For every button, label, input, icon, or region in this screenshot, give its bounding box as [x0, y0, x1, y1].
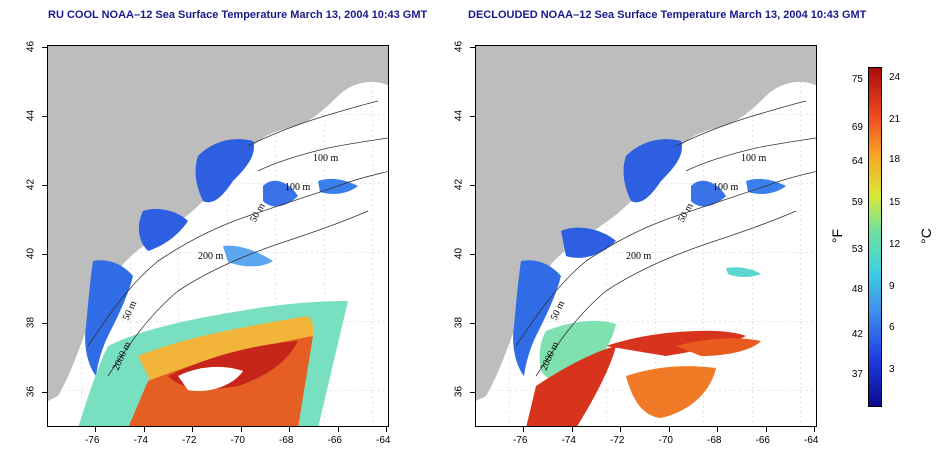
lon-tick-label: -72	[610, 435, 625, 446]
lat-tick-label: 42	[25, 178, 37, 191]
colorbar-fahrenheit-tick: 64	[851, 156, 863, 167]
colorbar-celsius-tick: 3	[889, 364, 895, 375]
lat-tick-label: 36	[25, 385, 37, 398]
lat-tick-label: 42	[453, 178, 465, 191]
lat-tick-mark	[470, 254, 475, 255]
lat-tick-label: 40	[453, 247, 465, 260]
lat-tick-label: 40	[25, 247, 37, 260]
fahrenheit-unit-label: °F	[829, 228, 846, 244]
sst-map-left: 100 m 100 m 50 m 200 m 50 m 2000 m	[48, 46, 388, 426]
lon-tick-mark	[814, 427, 815, 432]
lon-tick-label: -76	[513, 435, 528, 446]
colorbar-celsius-tick: 21	[889, 114, 901, 125]
sst-map-panel-left: 100 m 100 m 50 m 200 m 50 m 2000 m	[47, 45, 389, 427]
contour-label-100m-a: 100 m	[741, 153, 767, 164]
lon-tick-mark	[289, 427, 290, 432]
left-map-title: RU COOL NOAA–12 Sea Surface Temperature …	[48, 9, 428, 21]
lon-tick-label: -68	[279, 435, 294, 446]
lon-tick-mark	[192, 427, 193, 432]
lat-tick-mark	[42, 323, 47, 324]
lat-tick-label: 38	[25, 316, 37, 329]
lon-tick-mark	[240, 427, 242, 432]
lat-tick-label: 46	[453, 40, 465, 53]
lon-tick-mark	[386, 427, 387, 432]
celsius-unit-label: °C	[917, 228, 934, 244]
land-mass	[476, 46, 816, 401]
contour-label-200m: 200 m	[198, 251, 224, 262]
lat-tick-label: 38	[453, 316, 465, 329]
lon-tick-mark	[717, 427, 718, 432]
lon-tick-mark	[337, 427, 339, 432]
lon-tick-mark	[765, 427, 767, 432]
colorbar-fahrenheit-tick: 53	[851, 244, 863, 255]
isobath-contour	[87, 171, 388, 347]
lon-tick-mark	[143, 427, 145, 432]
lon-tick-label: -70	[658, 435, 673, 446]
colorbar-fahrenheit-tick: 59	[851, 197, 863, 208]
colorbar-celsius-tick: 9	[889, 281, 895, 292]
isobath-contour	[515, 171, 816, 347]
lon-tick-label: -64	[376, 435, 391, 446]
lat-tick-label: 46	[25, 40, 37, 53]
land-mass	[48, 46, 388, 401]
colorbar-fahrenheit-tick: 37	[851, 369, 863, 380]
lat-tick-label: 36	[453, 385, 465, 398]
lon-tick-label: -72	[182, 435, 197, 446]
lon-tick-label: -76	[85, 435, 100, 446]
lat-tick-mark	[470, 116, 475, 117]
colorbar-celsius-tick: 24	[889, 72, 901, 83]
right-map-title: DECLOUDED NOAA–12 Sea Surface Temperatur…	[468, 9, 867, 21]
lon-tick-label: -66	[755, 435, 770, 446]
colorbar-celsius-tick: 18	[889, 154, 901, 165]
warm-sst-gulf-stream	[526, 346, 616, 426]
lon-tick-mark	[620, 427, 621, 432]
lon-tick-label: -70	[230, 435, 245, 446]
lat-tick-mark	[470, 392, 475, 393]
colorbar-fahrenheit-tick: 42	[851, 329, 863, 340]
lon-tick-label: -66	[327, 435, 342, 446]
lat-tick-mark	[42, 254, 47, 255]
colorbar-celsius-tick: 6	[889, 322, 895, 333]
lat-tick-label: 44	[25, 109, 37, 122]
contour-label-200m: 200 m	[626, 251, 652, 262]
colorbar-fahrenheit-tick: 69	[851, 122, 863, 133]
lon-tick-mark	[668, 427, 670, 432]
lon-tick-label: -64	[804, 435, 819, 446]
lat-tick-mark	[42, 392, 47, 393]
temperature-colorbar	[868, 67, 882, 407]
lon-tick-label: -74	[561, 435, 576, 446]
lat-tick-mark	[470, 185, 475, 186]
lon-tick-label: -68	[707, 435, 722, 446]
contour-label-100m-b: 100 m	[713, 182, 739, 193]
sst-map-panel-right: 100 m 100 m 50 m 200 m 50 m 2000 m	[475, 45, 817, 427]
colorbar-fahrenheit-tick: 48	[851, 284, 863, 295]
lat-tick-mark	[42, 47, 47, 48]
lat-tick-mark	[470, 47, 475, 48]
lon-tick-mark	[523, 427, 524, 432]
lon-tick-mark	[571, 427, 573, 432]
cold-sst-gulf-maine	[195, 139, 254, 203]
colorbar-celsius-tick: 12	[889, 239, 901, 250]
colorbar-celsius-tick: 15	[889, 197, 901, 208]
contour-label-100m-a: 100 m	[313, 153, 339, 164]
sst-map-right: 100 m 100 m 50 m 200 m 50 m 2000 m	[476, 46, 816, 426]
contour-label-100m-b: 100 m	[285, 182, 311, 193]
lon-tick-mark	[95, 427, 96, 432]
cold-sst-gulf-maine	[623, 139, 682, 203]
lat-tick-mark	[42, 185, 47, 186]
lat-tick-mark	[42, 116, 47, 117]
lat-tick-mark	[470, 323, 475, 324]
lat-tick-label: 44	[453, 109, 465, 122]
lon-tick-label: -74	[133, 435, 148, 446]
colorbar-fahrenheit-tick: 75	[851, 74, 863, 85]
